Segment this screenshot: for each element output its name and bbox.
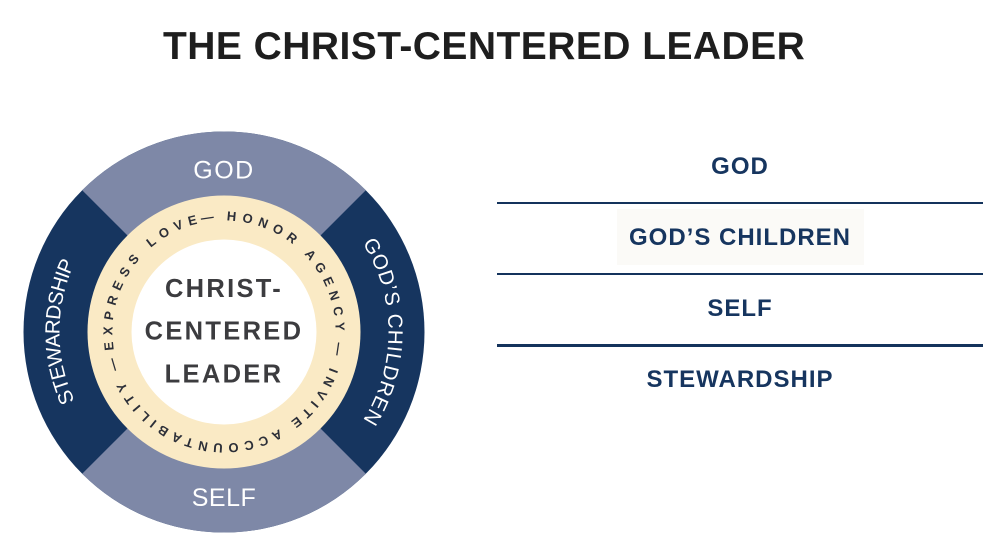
svg-text:CHRIST-: CHRIST- bbox=[165, 275, 283, 303]
svg-text:—: — bbox=[104, 356, 122, 373]
svg-text:SELF: SELF bbox=[192, 484, 257, 512]
svg-text:CENTERED: CENTERED bbox=[145, 318, 304, 346]
svg-text:—: — bbox=[200, 209, 215, 226]
svg-text:GOD: GOD bbox=[193, 157, 254, 185]
svg-text:LEADER: LEADER bbox=[165, 361, 284, 389]
svg-text:—: — bbox=[330, 342, 347, 357]
